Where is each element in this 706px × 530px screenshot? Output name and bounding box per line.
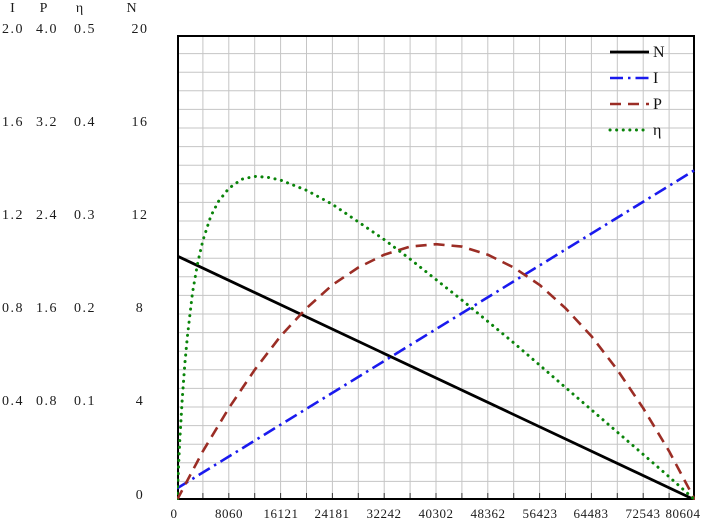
legend-label-P: P bbox=[653, 96, 662, 113]
y-tick-P-1.6: 1.6 bbox=[36, 301, 58, 316]
x-tick-56423: 56423 bbox=[522, 506, 558, 521]
axis-header-I: I bbox=[10, 1, 16, 16]
y-tick-eta-0.5: 0.5 bbox=[74, 22, 96, 37]
y-tick-N-20: 20 bbox=[131, 22, 149, 37]
axis-header-P: P bbox=[39, 1, 49, 16]
y-tick-N-0: 0 bbox=[135, 488, 145, 503]
y-tick-N-16: 16 bbox=[131, 115, 149, 130]
x-tick-0: 0 bbox=[170, 506, 178, 521]
y-tick-N-12: 12 bbox=[131, 208, 149, 223]
y-tick-P-3.2: 3.2 bbox=[36, 115, 58, 130]
x-tick-48362: 48362 bbox=[470, 506, 506, 521]
y-tick-P-0.8: 0.8 bbox=[36, 394, 58, 409]
y-tick-eta-0.2: 0.2 bbox=[74, 301, 96, 316]
y-tick-eta-0.4: 0.4 bbox=[74, 115, 96, 130]
y-tick-N-8: 8 bbox=[135, 301, 145, 316]
x-tick-32242: 32242 bbox=[366, 506, 402, 521]
y-tick-P-4.0: 4.0 bbox=[36, 22, 58, 37]
y-tick-I-1.6: 1.6 bbox=[2, 115, 24, 130]
series-P-curve bbox=[177, 242, 695, 500]
y-tick-eta-0.3: 0.3 bbox=[74, 208, 96, 223]
x-tick-72543: 72543 bbox=[625, 506, 661, 521]
y-tick-I-0.8: 0.8 bbox=[2, 301, 24, 316]
x-axis-ticks bbox=[202, 493, 670, 498]
y-tick-eta-0.1: 0.1 bbox=[74, 394, 96, 409]
x-tick-24181: 24181 bbox=[314, 506, 350, 521]
y-tick-P-2.4: 2.4 bbox=[36, 208, 58, 223]
series-N-curve bbox=[177, 254, 695, 500]
x-tick-40302: 40302 bbox=[418, 506, 454, 521]
y-tick-I-0.4: 0.4 bbox=[2, 394, 24, 409]
axis-header-eta: η bbox=[75, 1, 85, 16]
x-tick-16121: 16121 bbox=[263, 506, 299, 521]
y-tick-I-2.0: 2.0 bbox=[2, 22, 24, 37]
y-tick-I-1.2: 1.2 bbox=[2, 208, 24, 223]
legend-label-η: η bbox=[653, 122, 661, 139]
x-tick-80604: 80604 bbox=[665, 506, 701, 521]
x-tick-64483: 64483 bbox=[573, 506, 609, 521]
legend-label-I: I bbox=[653, 70, 658, 87]
gridlines bbox=[179, 37, 693, 498]
y-tick-N-4: 4 bbox=[135, 394, 145, 409]
series-η-curve bbox=[177, 174, 695, 500]
plot-border bbox=[177, 35, 695, 500]
axis-header-N: N bbox=[126, 1, 138, 16]
x-tick-8060: 8060 bbox=[215, 506, 243, 521]
legend-label-N: N bbox=[653, 44, 665, 61]
